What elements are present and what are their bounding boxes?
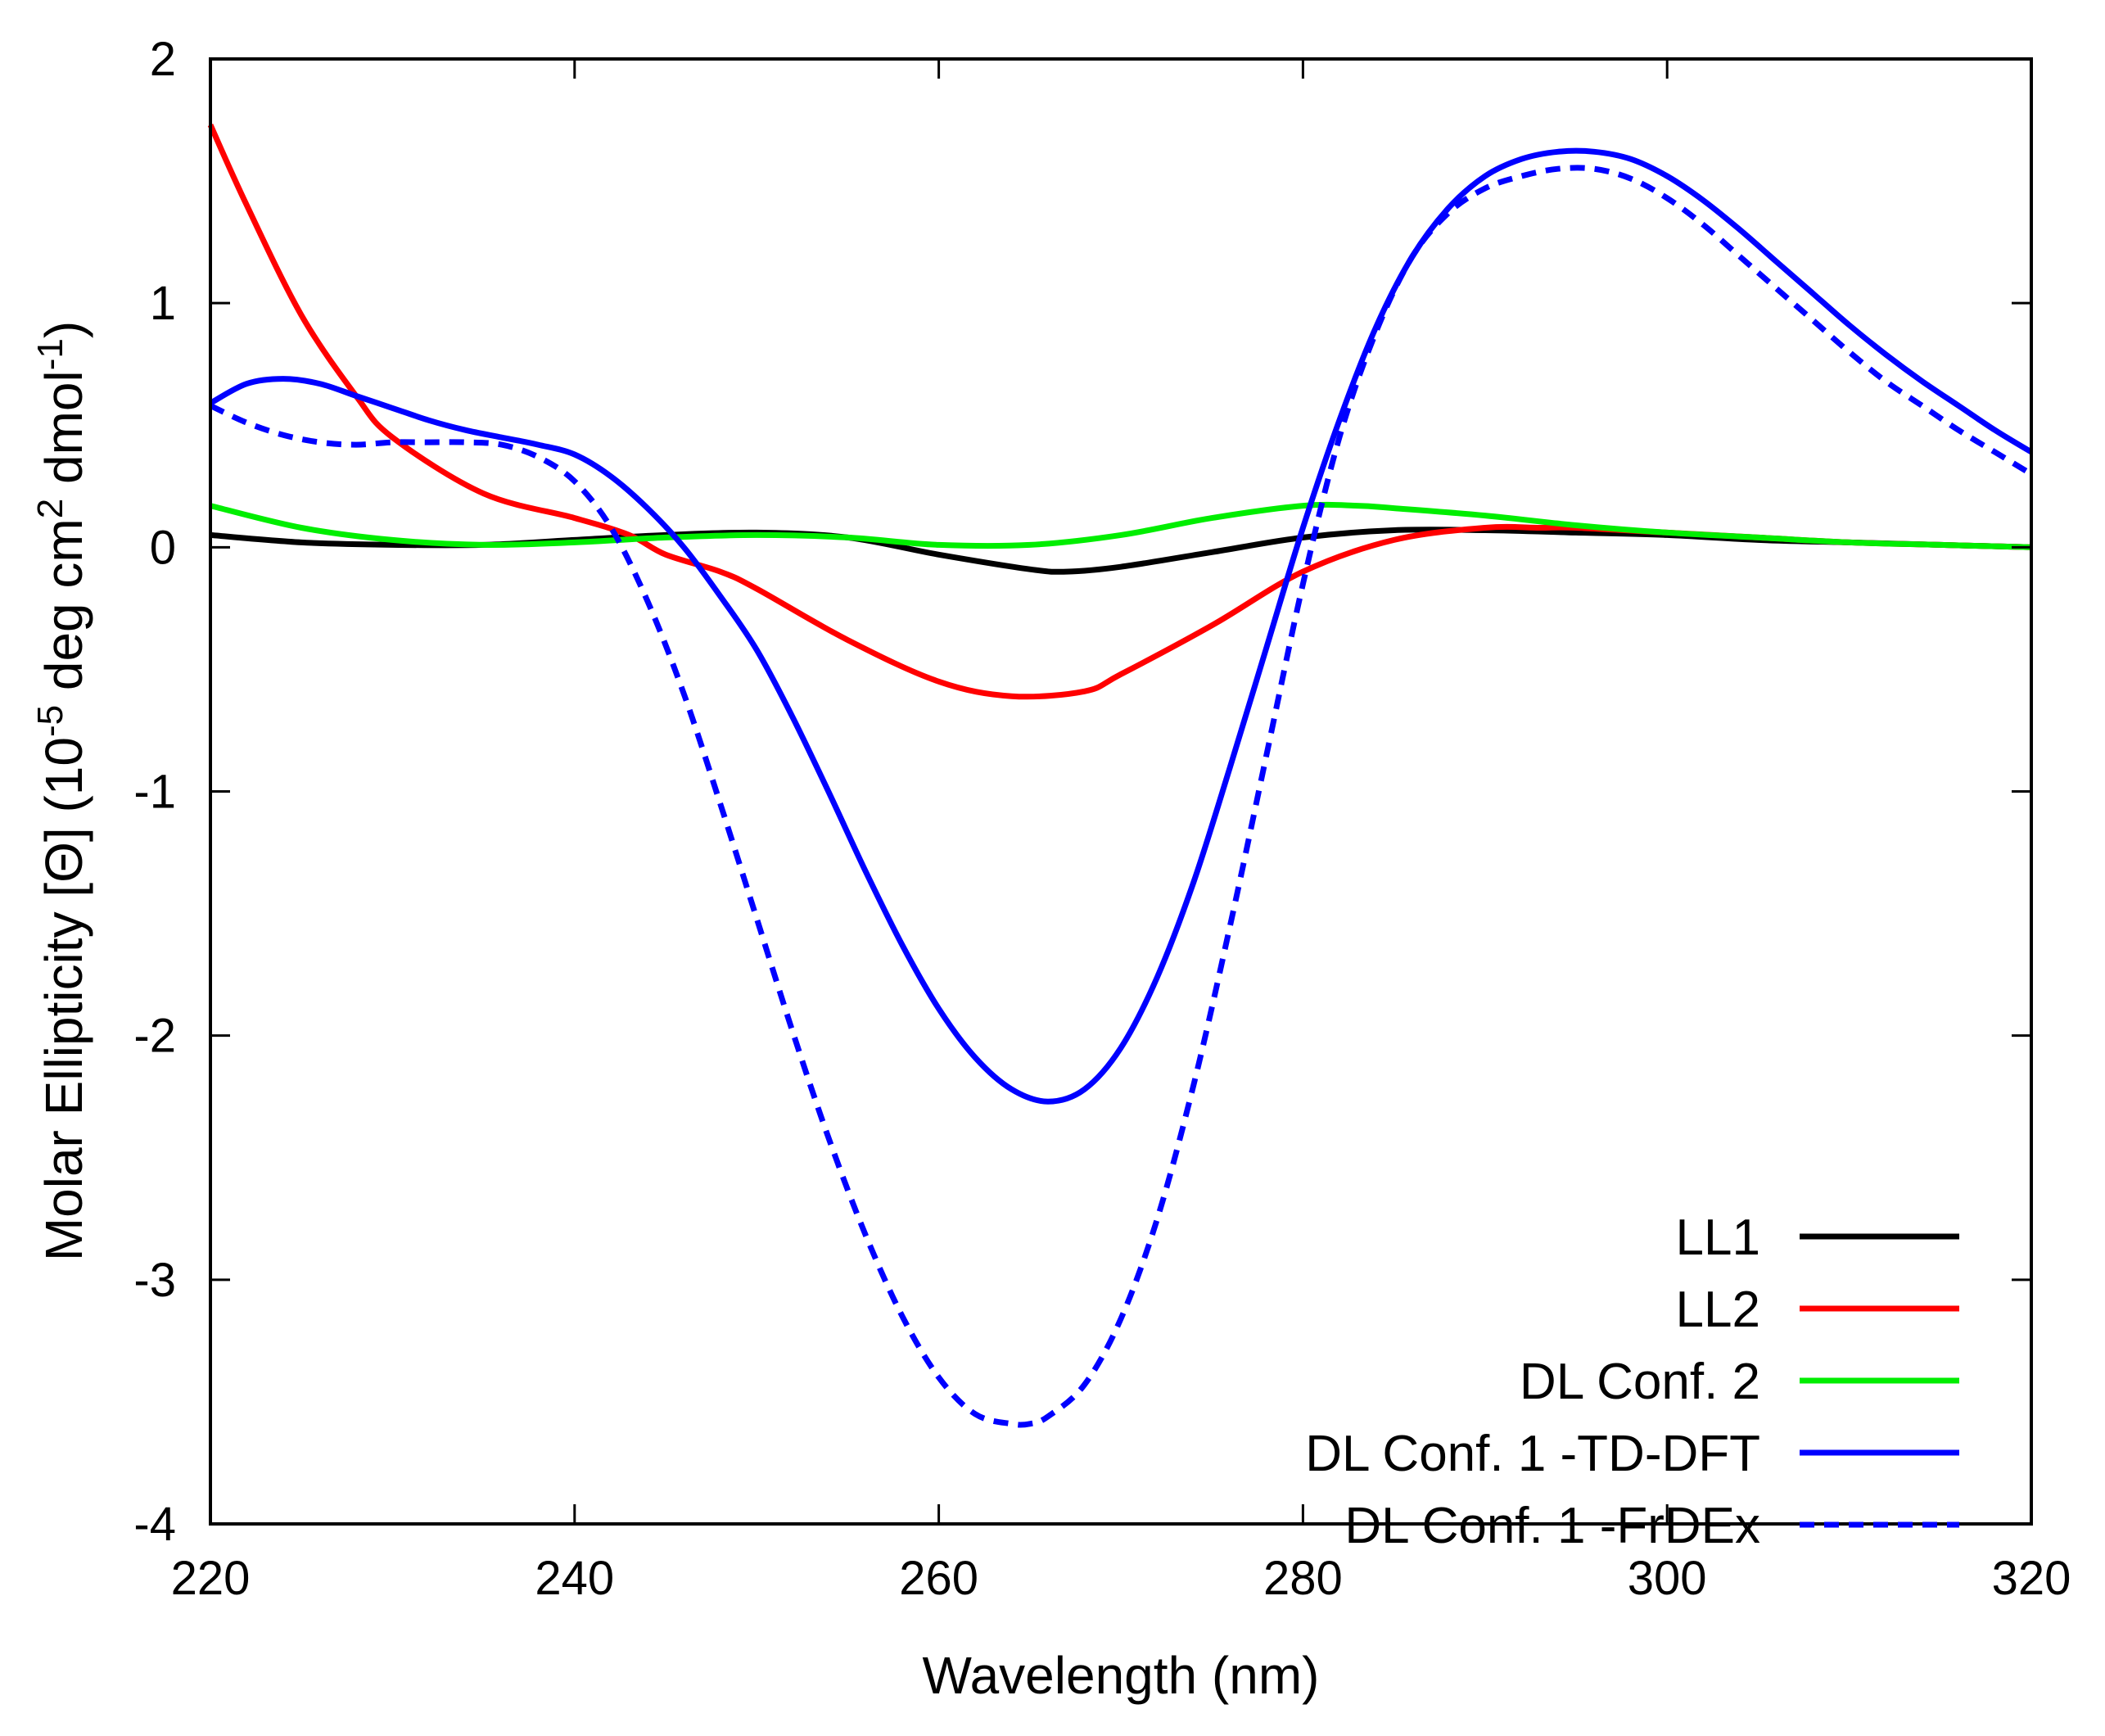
legend-label-ll2: LL2 — [1676, 1282, 1760, 1338]
y-axis-label-main: Molar Ellipticity [ — [34, 883, 93, 1262]
x-tick-label: 260 — [899, 1552, 978, 1605]
x-tick-label: 220 — [171, 1552, 251, 1605]
y-tick-label: -4 — [133, 1498, 176, 1551]
y-axis-label-mid2: dmol — [34, 370, 93, 499]
y-axis-label-end: ) — [34, 321, 93, 338]
y-tick-label: 0 — [150, 521, 176, 574]
legend-label-dl-conf-1-frdex: DL Conf. 1 -FrDEx — [1344, 1498, 1760, 1554]
tick-labels-layer: 220 240 260 280 300 320 -4 -3 -2 -1 0 1 2 — [133, 33, 2071, 1605]
y-axis-label-exp2: 2 — [30, 499, 70, 518]
y-tick-label: -1 — [133, 766, 176, 819]
y-tick-label: 2 — [150, 33, 176, 86]
series-line-ll2 — [207, 124, 2032, 700]
x-tick-label: 280 — [1263, 1552, 1343, 1605]
series-layer — [207, 124, 2033, 1428]
x-axis-label: Wavelength (nm) — [923, 1646, 1320, 1705]
y-axis-label-after-theta: ] (10 — [34, 737, 93, 842]
series-line-dl-conf-2 — [210, 501, 2032, 550]
y-axis-label-theta: Θ — [34, 842, 93, 883]
legend-label-ll1: LL1 — [1676, 1209, 1760, 1266]
legend-label-dl-conf-2: DL Conf. 2 — [1520, 1354, 1760, 1410]
legend-label-dl-conf-1-td-dft: DL Conf. 1 -TD-DFT — [1305, 1426, 1760, 1482]
x-tick-label: 240 — [535, 1552, 614, 1605]
y-tick-label: -3 — [133, 1254, 176, 1307]
legend: LL1 LL2 DL Conf. 2 DL Conf. 1 -TD-DFT DL Con… — [1305, 1209, 1959, 1554]
series-line-dl-conf-1-frdex — [209, 165, 2033, 1428]
y-tick-label: 1 — [150, 277, 176, 330]
ticks-layer — [209, 57, 2033, 1526]
y-axis-label-mid1: deg cm — [34, 518, 93, 705]
y-axis-label: Molar Ellipticity [Θ] (10-5 deg cm2 dmol… — [30, 321, 93, 1261]
x-tick-label: 320 — [1992, 1552, 2071, 1605]
y-tick-label: -2 — [133, 1010, 176, 1063]
y-axis-label-exp3: -1 — [30, 338, 70, 370]
x-tick-label: 300 — [1628, 1552, 1707, 1605]
y-axis-label-exp1: -5 — [30, 705, 70, 737]
series-line-dl-conf-1-td-dft — [209, 147, 2033, 1105]
